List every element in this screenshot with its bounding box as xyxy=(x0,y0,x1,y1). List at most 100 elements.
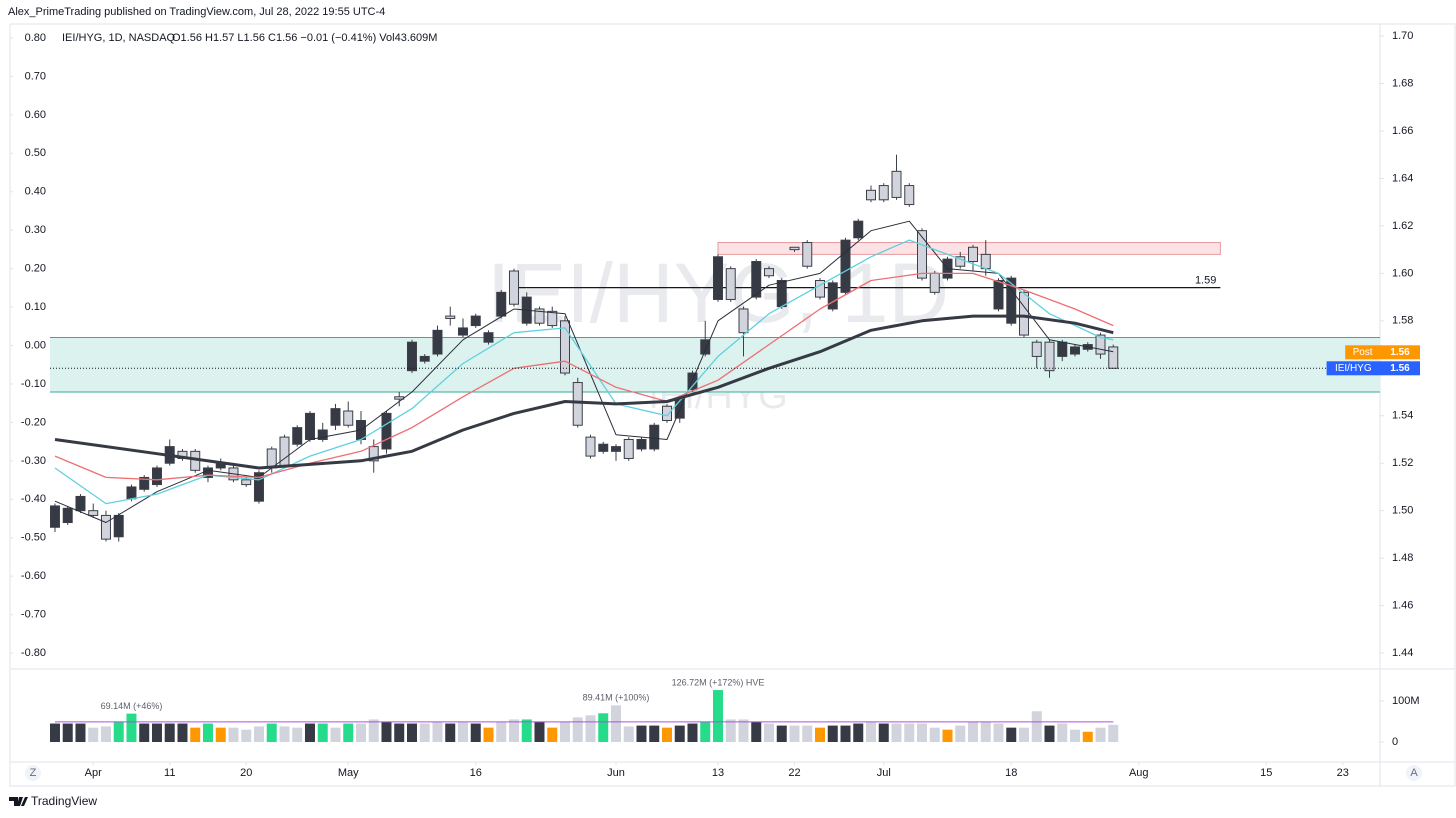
x-tick-label: Jun xyxy=(607,767,625,779)
zone xyxy=(50,337,1380,393)
x-tick-label: 13 xyxy=(712,767,724,779)
volume-bar xyxy=(508,719,519,742)
publisher-line: Alex_PrimeTrading published on TradingVi… xyxy=(8,6,385,18)
candle-body xyxy=(649,424,660,450)
y2-tick-label: 0.80 xyxy=(25,32,46,44)
y2-tick-label: 0.20 xyxy=(25,263,46,275)
volume-bar xyxy=(1082,731,1093,742)
volume-bar xyxy=(457,722,468,742)
zoom-button-label[interactable]: Z xyxy=(30,767,37,779)
x-tick-label: 11 xyxy=(164,767,175,779)
volume-bar xyxy=(980,721,991,742)
candle-body xyxy=(100,514,111,540)
candle-body xyxy=(980,253,991,270)
volume-bar xyxy=(75,723,86,742)
candle-body xyxy=(891,170,902,198)
level-label: 1.59 xyxy=(1195,275,1216,287)
candle-body xyxy=(751,261,762,298)
candle-body xyxy=(802,242,813,267)
ohlc-legend: O1.56 H1.57 L1.56 C1.56 −0.01 (−0.41%) V… xyxy=(172,32,437,44)
y-tick-label: 1.52 xyxy=(1392,457,1413,469)
volume-bar xyxy=(88,727,99,742)
zones: 1.59 xyxy=(50,242,1380,393)
symbol-legend: IEI/HYG, 1D, NASDAQ xyxy=(62,32,176,44)
y2-tick-label: -0.20 xyxy=(21,416,46,428)
volume-bar xyxy=(725,719,736,742)
volume-bar xyxy=(751,721,762,742)
candle-body xyxy=(1095,334,1106,355)
candle-body xyxy=(304,412,315,440)
volume-bar xyxy=(929,727,940,742)
price-tag-name-bg xyxy=(1326,361,1380,376)
x-tick-label: Aug xyxy=(1129,767,1149,779)
volume-bar xyxy=(547,727,558,742)
candle-body xyxy=(776,279,787,308)
y-tick-label: 1.66 xyxy=(1392,125,1413,137)
volume-tick-label: 0 xyxy=(1392,736,1398,748)
auto-scale-button-label[interactable]: A xyxy=(1410,767,1418,779)
candle-body xyxy=(917,230,928,279)
volume-bar xyxy=(266,723,277,742)
volume-bar xyxy=(968,721,979,742)
y-tick-label: 1.44 xyxy=(1392,647,1413,659)
auto-scale-button[interactable] xyxy=(1406,765,1422,781)
volume-bar xyxy=(406,723,417,742)
x-tick-label: 22 xyxy=(788,767,800,779)
y2-tick-label: 0.50 xyxy=(25,147,46,159)
y2-tick-label: 0.60 xyxy=(25,109,46,121)
candle-body xyxy=(904,185,915,206)
volume-bar xyxy=(763,723,774,742)
candle-body xyxy=(559,320,570,374)
candle-body xyxy=(470,315,481,327)
volume-bar xyxy=(776,725,787,742)
volume-bar xyxy=(253,726,264,742)
candle-body xyxy=(878,185,889,201)
volume-bar xyxy=(738,719,749,742)
candle-body xyxy=(241,479,252,486)
candle-body xyxy=(815,279,825,298)
volume-bar xyxy=(279,726,290,742)
candle-body xyxy=(598,443,609,452)
candle-body xyxy=(445,315,456,319)
zoom-button[interactable] xyxy=(25,765,41,781)
volume-bar xyxy=(215,727,226,742)
candle-body xyxy=(610,446,621,452)
candle-body xyxy=(62,507,73,524)
candle-body xyxy=(50,505,60,528)
price-tag-name: Post xyxy=(1353,347,1373,358)
y-tick-label: 1.68 xyxy=(1392,77,1413,89)
candle-body xyxy=(1070,346,1081,355)
candle-body xyxy=(1031,341,1042,357)
volume-bar xyxy=(50,723,60,742)
volume-bar xyxy=(866,721,877,742)
volume-bar xyxy=(636,725,647,742)
volume-bar xyxy=(840,725,851,742)
candle-body xyxy=(534,308,545,324)
volume-bar xyxy=(815,727,825,742)
candle-body xyxy=(763,268,774,277)
candle-body xyxy=(432,329,443,355)
volume-bar xyxy=(534,721,545,742)
volume-bar xyxy=(904,723,915,742)
volume-bar xyxy=(177,723,188,742)
volume-bar xyxy=(1044,725,1055,742)
y2-tick-label: 0.30 xyxy=(25,224,46,236)
volume-label: 126.72M (+172%) HVE xyxy=(672,677,765,687)
volume-bar xyxy=(521,719,532,742)
volume-bar xyxy=(559,721,570,742)
y-tick-label: 1.48 xyxy=(1392,552,1413,564)
volume-bar xyxy=(827,725,838,742)
y2-tick-label: -0.60 xyxy=(21,570,46,582)
candle-body xyxy=(75,495,86,512)
x-tick-label: Apr xyxy=(85,767,102,779)
volume-bar xyxy=(151,723,162,742)
x-tick-label: 23 xyxy=(1337,767,1349,779)
y-tick-label: 1.50 xyxy=(1392,505,1413,517)
volume-bar xyxy=(419,723,430,742)
volume-label: 89.41M (+100%) xyxy=(583,693,650,703)
candle-body xyxy=(1108,346,1119,369)
candle-body xyxy=(1019,291,1030,336)
x-tick-label: 15 xyxy=(1260,767,1272,779)
